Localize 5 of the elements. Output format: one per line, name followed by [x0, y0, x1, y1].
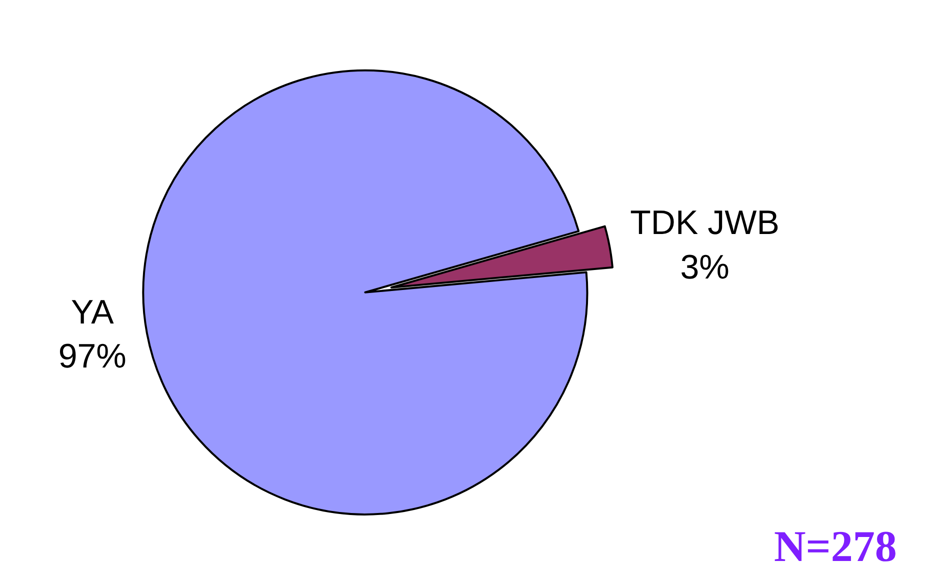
- data-label: 3%: [680, 248, 730, 286]
- slice-label: TDK JWB: [630, 204, 780, 242]
- slice-label: YA: [70, 294, 114, 332]
- data-label: 97%: [58, 338, 126, 376]
- text: N=278: [774, 522, 897, 571]
